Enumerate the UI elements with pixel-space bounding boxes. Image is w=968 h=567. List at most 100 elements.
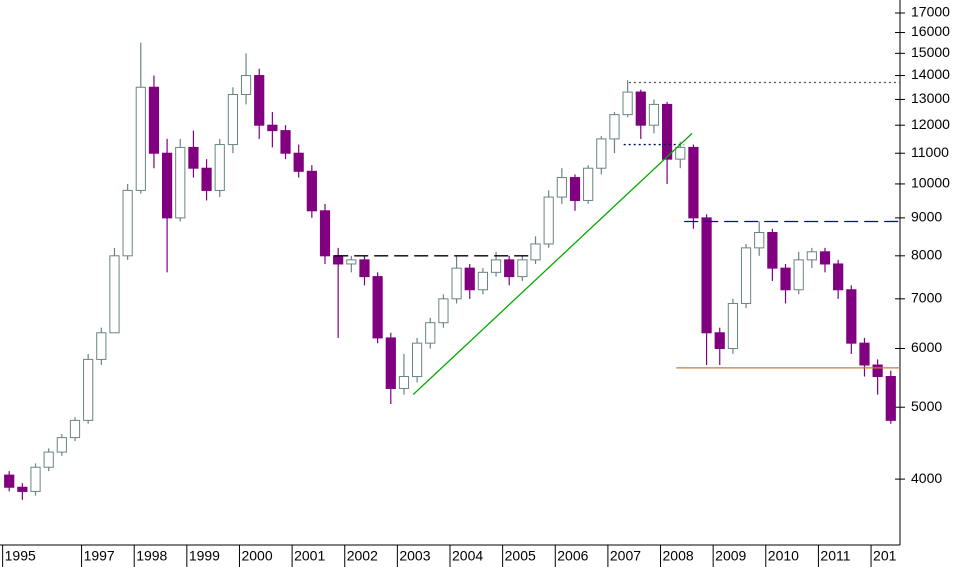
candle-body bbox=[701, 217, 712, 334]
candle-body bbox=[819, 251, 831, 265]
x-tick-label: 2005 bbox=[505, 548, 536, 564]
candle-body bbox=[254, 75, 265, 126]
candle-body bbox=[398, 376, 410, 389]
candle-body bbox=[622, 91, 633, 116]
x-tick-label: 2010 bbox=[768, 548, 799, 564]
candle-body bbox=[372, 276, 383, 339]
candle-body bbox=[359, 259, 370, 278]
candle-body bbox=[517, 259, 528, 278]
candle-body bbox=[859, 342, 870, 366]
candle-body bbox=[767, 232, 778, 269]
candle-body bbox=[385, 337, 396, 389]
candle-body bbox=[793, 259, 804, 291]
candle-body bbox=[885, 376, 896, 421]
candle-body bbox=[135, 86, 146, 191]
candle-body bbox=[175, 146, 186, 219]
candle-body bbox=[30, 466, 41, 492]
x-tick-label: 201 bbox=[873, 548, 897, 564]
candle-body bbox=[609, 114, 620, 140]
x-tick-label: 1997 bbox=[84, 548, 115, 564]
x-tick-label: 2009 bbox=[715, 548, 746, 564]
candle-body bbox=[280, 130, 291, 154]
candle-body bbox=[490, 259, 502, 273]
x-tick-label: 1998 bbox=[136, 548, 167, 564]
candle-body bbox=[464, 267, 475, 291]
y-tick-label: 7000 bbox=[911, 290, 942, 306]
candle-body bbox=[438, 298, 449, 324]
candle-body bbox=[306, 170, 317, 212]
candle-body bbox=[83, 358, 94, 421]
trend-line bbox=[412, 132, 693, 396]
candle-body bbox=[543, 196, 554, 245]
x-tick-label: 1999 bbox=[189, 548, 220, 564]
candle-body bbox=[109, 255, 120, 334]
y-tick-label: 8000 bbox=[911, 247, 942, 263]
candle-body bbox=[267, 124, 278, 132]
candle-body bbox=[504, 259, 515, 278]
candle-body bbox=[675, 146, 686, 160]
candle-body bbox=[846, 289, 857, 344]
y-tick-label: 6000 bbox=[911, 339, 942, 355]
candle-body bbox=[806, 251, 817, 261]
candle-body bbox=[872, 364, 883, 378]
y-tick-label: 17000 bbox=[911, 4, 950, 20]
candle-body bbox=[635, 91, 646, 126]
candle-body bbox=[148, 86, 160, 154]
x-tick-label: 2008 bbox=[663, 548, 694, 564]
y-tick-label: 10000 bbox=[911, 175, 950, 191]
candle-body bbox=[556, 177, 567, 198]
x-tick-label: 2002 bbox=[347, 548, 378, 564]
candle-body bbox=[583, 167, 594, 201]
candle-body bbox=[188, 146, 199, 169]
candle-body bbox=[727, 302, 739, 349]
candle-body bbox=[833, 263, 844, 291]
candle-body bbox=[688, 146, 699, 219]
x-tick-label: 2006 bbox=[557, 548, 588, 564]
candle-body bbox=[162, 152, 173, 219]
y-tick-label: 4000 bbox=[911, 470, 942, 486]
x-tick-label: 2000 bbox=[241, 548, 272, 564]
x-tick-label: 2007 bbox=[610, 548, 641, 564]
candle-body bbox=[122, 189, 133, 257]
y-tick-label: 12000 bbox=[911, 116, 950, 132]
candle-body bbox=[4, 474, 15, 488]
candle-body bbox=[412, 342, 423, 378]
candle-body bbox=[451, 267, 462, 300]
candle-body bbox=[569, 177, 581, 201]
x-tick-label: 1995 bbox=[5, 548, 36, 564]
candle-body bbox=[96, 332, 107, 360]
x-tick-label: 2003 bbox=[399, 548, 430, 564]
candle-body bbox=[648, 103, 660, 126]
candle-body bbox=[754, 232, 765, 249]
candle-body bbox=[293, 152, 304, 172]
candle-body bbox=[477, 271, 488, 291]
x-tick-label: 2004 bbox=[452, 548, 483, 564]
x-tick-label: 2011 bbox=[820, 548, 850, 564]
candle-body bbox=[425, 322, 436, 344]
candle-body bbox=[780, 267, 791, 291]
y-tick-label: 11000 bbox=[911, 144, 949, 160]
candle-body bbox=[319, 210, 331, 257]
candle-body bbox=[214, 144, 225, 191]
candle-body bbox=[714, 332, 725, 349]
x-tick-label: 2001 bbox=[294, 548, 325, 564]
candle-body bbox=[740, 247, 752, 304]
y-tick-label: 13000 bbox=[911, 90, 950, 106]
candle-body bbox=[240, 75, 252, 95]
y-tick-label: 14000 bbox=[911, 66, 950, 82]
candle-body bbox=[346, 259, 357, 265]
y-tick-label: 5000 bbox=[911, 398, 942, 414]
candle-body bbox=[596, 138, 607, 169]
candle-body bbox=[333, 255, 344, 265]
y-tick-label: 16000 bbox=[911, 23, 950, 39]
y-tick-label: 15000 bbox=[911, 44, 950, 60]
candle-body bbox=[43, 451, 54, 468]
candle-body bbox=[227, 93, 239, 146]
candle-body bbox=[201, 167, 212, 191]
candle-body bbox=[530, 243, 541, 261]
candle-body bbox=[56, 437, 67, 453]
candle-body bbox=[17, 486, 28, 492]
candle-body bbox=[69, 419, 81, 439]
y-tick-label: 9000 bbox=[911, 209, 942, 225]
